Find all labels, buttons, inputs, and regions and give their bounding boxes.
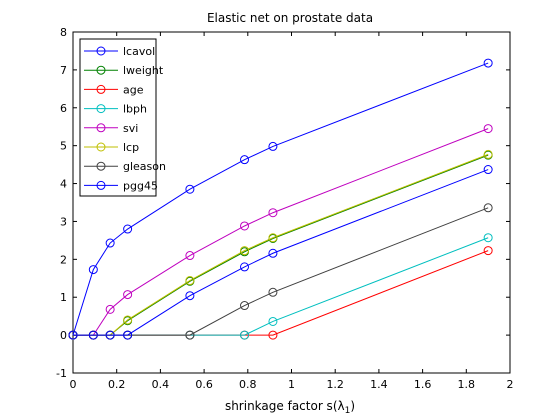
data-point-pgg45 (483, 165, 493, 175)
legend-marker-lbph (96, 104, 106, 114)
legend-label-svi: svi (123, 122, 138, 135)
data-point-lcavol (105, 238, 115, 248)
y-tick-label: 6 (60, 102, 67, 115)
legend-box (79, 38, 157, 197)
series-line-lcavol (72, 62, 489, 336)
legend-marker-svi (96, 123, 106, 133)
x-tick-label: 0.6 (195, 378, 213, 391)
legend-label-age: age (123, 83, 144, 96)
legend-label-lcp: lcp (123, 141, 139, 154)
x-tick-label: 1.6 (414, 378, 432, 391)
x-tick-label: 1.2 (326, 378, 344, 391)
legend-marker-lcp (96, 142, 106, 152)
y-tick-label: 0 (60, 329, 67, 342)
x-tick-label: 0.2 (108, 378, 126, 391)
data-point-pgg45 (105, 330, 115, 340)
data-point-lcp (483, 149, 493, 159)
legend-label-lweight: lweight (123, 64, 164, 77)
x-tick-label: 0.8 (239, 378, 257, 391)
data-point-lcavol (483, 58, 493, 68)
legend-marker-age (96, 84, 106, 94)
data-point-lcavol (88, 265, 98, 275)
y-tick-label: -1 (56, 367, 67, 380)
legend-marker-pgg45 (96, 180, 106, 190)
data-point-gleason (240, 301, 250, 311)
legend-label-lcavol: lcavol (123, 45, 155, 58)
data-point-svi (123, 290, 133, 300)
data-point-svi (483, 124, 493, 134)
series-lines (72, 62, 489, 336)
data-point-lcp (240, 246, 250, 256)
data-point-lcavol (123, 224, 133, 234)
x-axis-label-close: ) (350, 399, 355, 413)
x-tick-label: 0 (70, 378, 77, 391)
data-point-svi (240, 221, 250, 231)
y-tick-label: 2 (60, 253, 67, 266)
data-point-lcavol (240, 155, 250, 165)
data-point-pgg45 (240, 262, 250, 272)
chart-title: Elastic net on prostate data (207, 11, 373, 25)
legend-marker-gleason (96, 161, 106, 171)
data-point-pgg45 (123, 330, 133, 340)
data-point-lbph (268, 316, 278, 326)
y-tick-label: 7 (60, 64, 67, 77)
y-tick-label: 5 (60, 140, 67, 153)
series-markers (68, 58, 493, 340)
legend: lcavol lweight age lbph svi lcp gleason pgg45 (79, 38, 166, 197)
legend-marker-lweight (96, 65, 106, 75)
data-point-gleason (185, 330, 195, 340)
x-tick-label: 1.8 (458, 378, 476, 391)
data-point-lcp (268, 233, 278, 243)
data-point-lbph (483, 233, 493, 243)
data-point-gleason (268, 287, 278, 297)
x-tick-label: 2 (507, 378, 514, 391)
data-point-svi (105, 304, 115, 314)
data-point-lcp (185, 276, 195, 286)
data-point-pgg45 (88, 330, 98, 340)
data-point-pgg45 (68, 330, 78, 340)
data-point-pgg45 (268, 248, 278, 258)
x-axis-label-subscript: 1 (345, 406, 351, 416)
series-line-svi (73, 128, 489, 336)
x-tick-label: 0.4 (152, 378, 170, 391)
y-tick-label: 1 (60, 291, 67, 304)
data-point-svi (268, 208, 278, 218)
x-tick-label: 1.4 (370, 378, 388, 391)
y-tick-label: 8 (60, 26, 67, 39)
data-point-age (483, 246, 493, 256)
x-axis-label: shrinkage factor s(λ1) (225, 399, 355, 416)
legend-label-lbph: lbph (123, 103, 147, 116)
data-point-age (268, 330, 278, 340)
data-point-pgg45 (185, 291, 195, 301)
y-tick-label: 3 (60, 215, 67, 228)
legend-marker-lcavol (96, 46, 106, 56)
data-point-svi (185, 251, 195, 261)
x-tick-label: 1 (288, 378, 295, 391)
y-tick-label: 4 (60, 178, 67, 191)
legend-label-pgg45: pgg45 (123, 179, 158, 192)
data-point-lcp (123, 315, 133, 325)
data-point-gleason (483, 203, 493, 213)
data-point-lcavol (268, 141, 278, 151)
data-point-lcavol (185, 184, 195, 194)
series-line-pgg45 (73, 169, 489, 336)
data-point-lbph (240, 330, 250, 340)
legend-label-gleason: gleason (123, 160, 166, 173)
